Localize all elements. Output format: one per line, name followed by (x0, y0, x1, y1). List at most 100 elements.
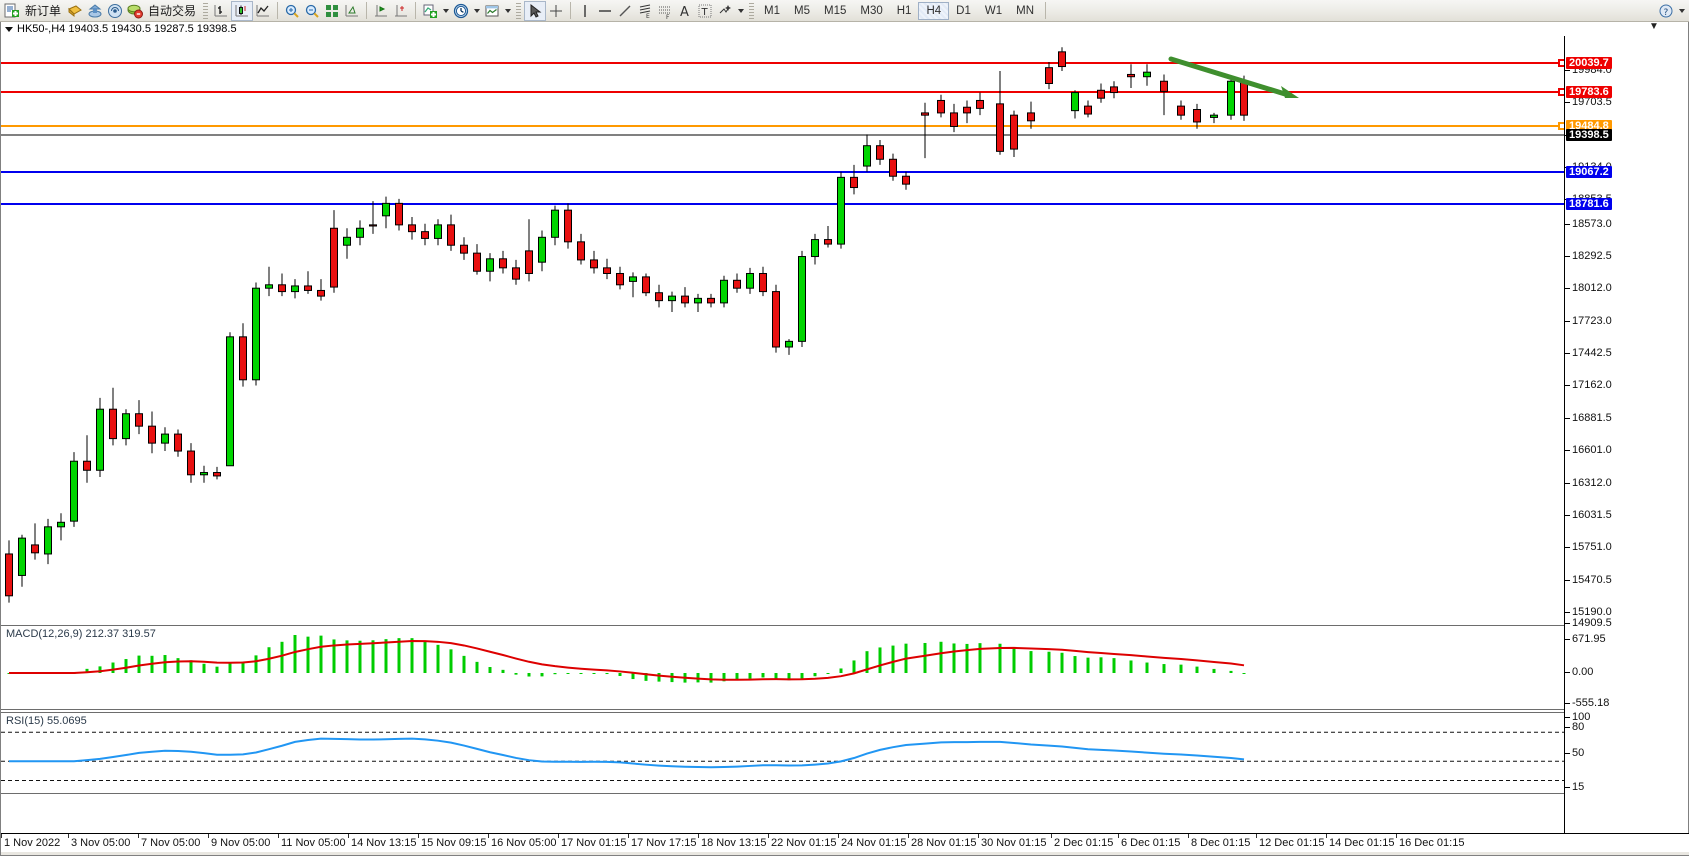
line-chart-button[interactable] (253, 1, 273, 21)
rsi-axis-label: 100 (1572, 711, 1591, 723)
time-tick (1051, 834, 1052, 838)
help-caret-icon[interactable] (1679, 8, 1685, 13)
candle (187, 443, 195, 483)
candlestick-chart-button[interactable] (231, 0, 254, 21)
candle (1045, 62, 1053, 90)
candle (460, 237, 468, 260)
vertical-line-button[interactable] (575, 1, 595, 21)
price-badge-support-1[interactable]: 19067.2 (1566, 166, 1612, 178)
autoscroll-button[interactable] (391, 1, 411, 21)
auto-trading-button[interactable]: 自动交易 (125, 1, 200, 21)
macd-histogram-bar (137, 655, 141, 673)
candle (616, 266, 624, 290)
down-arrow-annotation[interactable] (1168, 56, 1299, 98)
axis-tick (1565, 787, 1570, 788)
price-badge-last-price[interactable]: 19398.5 (1566, 129, 1612, 141)
candle (226, 332, 234, 467)
chart-menu-icon[interactable] (5, 26, 13, 32)
price-scale[interactable]: 19984.019703.519398.519134.018853.518573… (1564, 36, 1688, 836)
candle (996, 71, 1004, 155)
macd-histogram-bar (1195, 666, 1199, 673)
candle (564, 203, 572, 249)
bar-chart-button[interactable] (211, 1, 231, 21)
timeframe-m5-button[interactable]: M5 (794, 4, 810, 17)
price-badge-resistance-1[interactable]: 20039.7 (1566, 57, 1612, 69)
chevron-down-icon[interactable]: ▼ (1649, 21, 1659, 32)
macd-histogram-bar (345, 640, 349, 673)
time-scale[interactable]: 1 Nov 2022 3 Nov 05:00 7 Nov 05:00 9 Nov 05… (1, 833, 1689, 855)
macd-histogram-bar (514, 673, 518, 675)
time-tick (1326, 834, 1327, 838)
toolbar-grip-2[interactable] (516, 2, 522, 19)
timeframe-w1-button[interactable]: W1 (984, 4, 1003, 17)
indicators-button[interactable] (420, 1, 451, 21)
macd-histogram-bar (553, 673, 557, 675)
text-button[interactable]: A (675, 1, 695, 21)
grid-button[interactable] (322, 1, 342, 21)
horizontal-line-button[interactable] (595, 1, 615, 21)
deal-button[interactable] (65, 1, 85, 21)
timeframe-m30-button[interactable]: M30 (860, 4, 883, 17)
macd-histogram-bar (978, 643, 982, 673)
timeframe-d1-button[interactable]: D1 (956, 4, 971, 17)
time-axis-label: 28 Nov 01:15 (911, 837, 977, 849)
timeframe-mn-button[interactable]: MN (1016, 4, 1034, 17)
toolbar-grip-1[interactable] (203, 2, 209, 19)
rsi-pane[interactable]: RSI(15) 55.0695 (1, 712, 1566, 794)
price-badge-support-2[interactable]: 18781.6 (1566, 198, 1612, 210)
signal-button[interactable] (105, 1, 125, 21)
price-pane[interactable] (1, 36, 1566, 623)
fibo-button[interactable]: E (635, 1, 655, 21)
time-axis-label: 24 Nov 01:15 (841, 837, 907, 849)
cursor-button[interactable] (524, 0, 547, 21)
price-badge-resistance-2[interactable]: 19783.6 (1566, 86, 1612, 98)
indicators-caret-icon[interactable] (443, 8, 450, 13)
zoom-out-button[interactable] (302, 1, 322, 21)
toolbar-grip-3[interactable] (749, 2, 755, 19)
crosshair-button[interactable] (546, 1, 566, 21)
candle (937, 94, 945, 118)
macd-histogram-bar (267, 647, 271, 673)
rsi-line (9, 737, 1245, 769)
shift-button[interactable] (371, 1, 391, 21)
templates-caret-icon[interactable] (505, 8, 512, 13)
periods-button[interactable] (451, 1, 482, 21)
macd-histogram-bar (111, 662, 115, 673)
timeframe-m1-button[interactable]: M1 (764, 4, 781, 17)
macd-canvas (7, 635, 1246, 683)
macd-histogram-bar (319, 635, 323, 673)
zoom-in-button[interactable] (282, 1, 302, 21)
candle (18, 534, 26, 587)
objects-button[interactable] (715, 1, 746, 21)
text-label-button[interactable]: T (695, 1, 715, 21)
text-label-icon: T (697, 3, 713, 19)
time-scale-footer (1, 852, 1689, 855)
trendline-button[interactable] (615, 1, 635, 21)
fibo-channel-button[interactable]: F (655, 1, 675, 21)
timeframe-m15-button[interactable]: M15 (824, 4, 847, 17)
candle (668, 291, 676, 312)
timeframe-h1-button[interactable]: H1 (896, 4, 912, 17)
objects-caret-icon[interactable] (738, 8, 745, 13)
macd-histogram-bar (1047, 651, 1051, 673)
new-order-button[interactable]: 新订单 (2, 1, 65, 21)
candle (590, 250, 598, 274)
templates-button[interactable] (482, 1, 513, 21)
auto-trading-label: 自动交易 (148, 4, 197, 18)
macd-pane[interactable]: MACD(12,26,9) 212.37 319.57 (1, 625, 1566, 710)
macd-histogram-bar (1086, 657, 1090, 673)
axis-tick (1565, 727, 1570, 728)
candle (343, 228, 351, 259)
history-button[interactable] (85, 1, 105, 21)
time-tick (628, 834, 629, 838)
candle (473, 244, 481, 275)
time-tick (1118, 834, 1119, 838)
help-button[interactable]: ? (1656, 1, 1687, 21)
candle (1071, 90, 1079, 119)
time-tick (838, 834, 839, 838)
svg-text:E: E (646, 13, 650, 19)
new-order-icon (4, 3, 20, 19)
timeframe-h4-button[interactable]: H4 (918, 1, 950, 20)
periods-caret-icon[interactable] (474, 8, 481, 13)
data-window-button[interactable] (342, 1, 362, 21)
